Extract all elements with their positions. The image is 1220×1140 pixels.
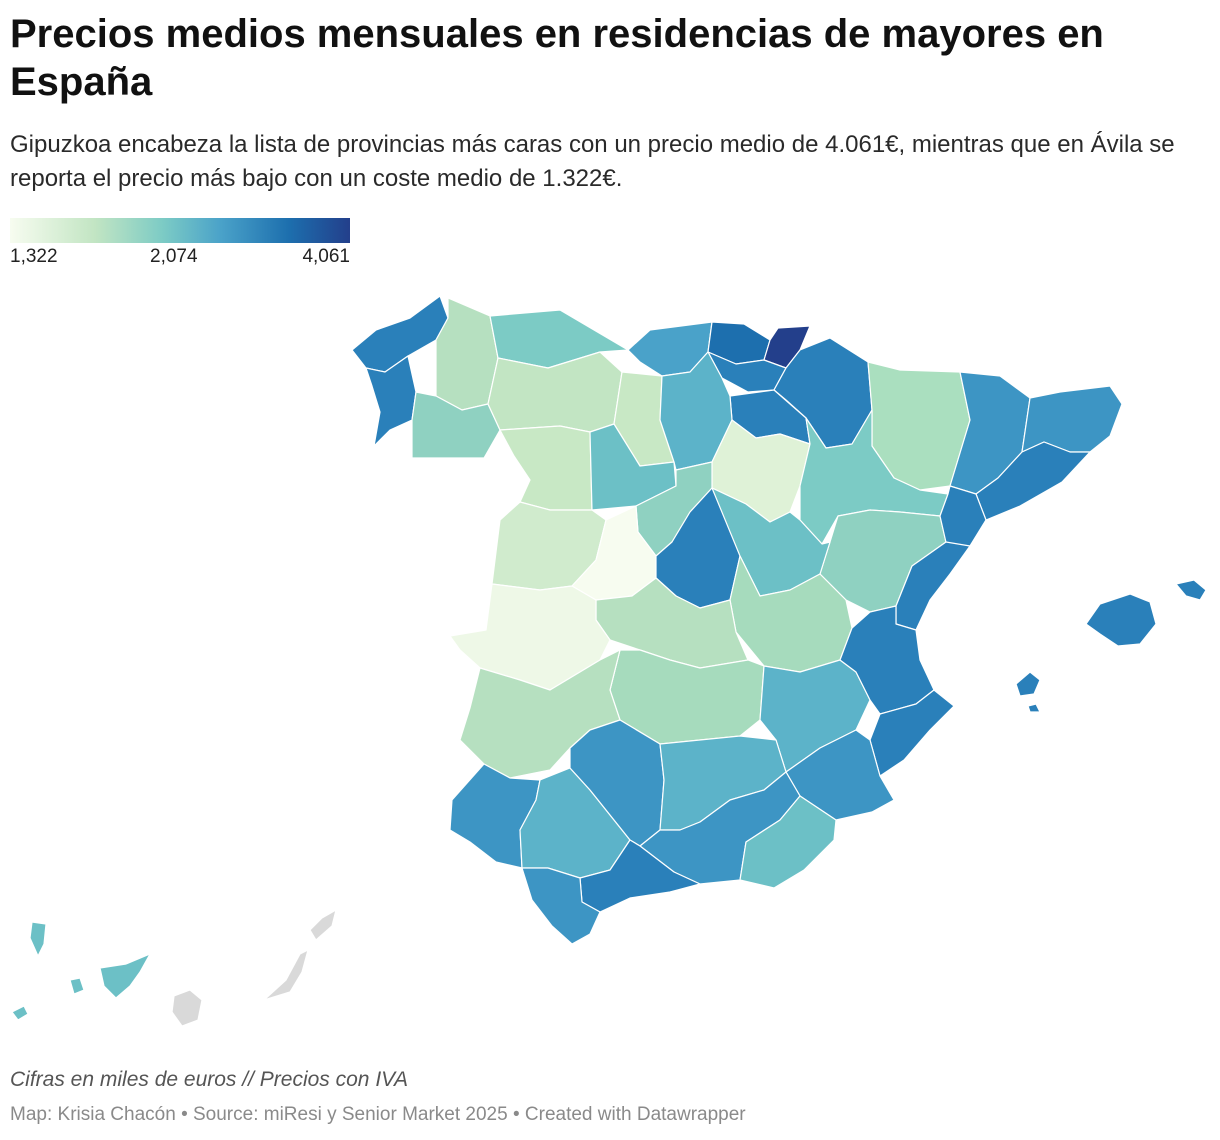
province-a-coruna[interactable] [351,295,449,373]
province-tenerife-la-gomera[interactable] [69,977,85,995]
province-girona[interactable] [1021,385,1123,453]
chart-subtitle: Gipuzkoa encabeza la lista de provincias… [10,131,1175,192]
province-tenerife[interactable] [99,953,151,999]
province-baleares-ibiza[interactable] [1015,671,1041,697]
province-baleares-formentera[interactable] [1027,703,1041,713]
province-zamora[interactable] [499,425,593,511]
legend-mid-label: 2,074 [150,246,198,267]
province-valladolid[interactable] [589,423,677,511]
province-tenerife-el-hierro[interactable] [11,1005,29,1021]
province-barcelona[interactable] [975,441,1091,521]
legend-min-label: 1,322 [10,246,58,267]
province-toledo[interactable] [595,577,749,669]
province-ourense[interactable] [411,391,501,459]
province-pontevedra[interactable] [365,355,417,447]
color-legend: 1,322 2,074 4,061 [10,218,350,272]
chart-title: Precios medios mensuales en residencias … [10,12,1104,104]
footer-note: Cifras en miles de euros // Precios con … [10,1068,409,1091]
legend-max-label: 4,061 [302,246,350,267]
province-las-palmas-lanzarote[interactable] [309,909,337,941]
province-las-palmas-fuerteventura[interactable] [263,949,309,1001]
province-cadiz[interactable] [521,867,601,945]
province-baleares-mallorca[interactable] [1085,593,1157,647]
legend-labels: 1,322 2,074 4,061 [10,246,350,272]
footer-source: Map: Krisia Chacón • Source: miResi y Se… [10,1104,746,1125]
province-almeria[interactable] [739,795,837,889]
province-las-palmas-gran-canaria[interactable] [171,989,203,1027]
legend-gradient-bar [10,218,350,243]
province-tenerife-la-palma[interactable] [29,921,47,957]
province-baleares-menorca[interactable] [1175,579,1207,601]
spain-province-map [11,295,1207,1027]
